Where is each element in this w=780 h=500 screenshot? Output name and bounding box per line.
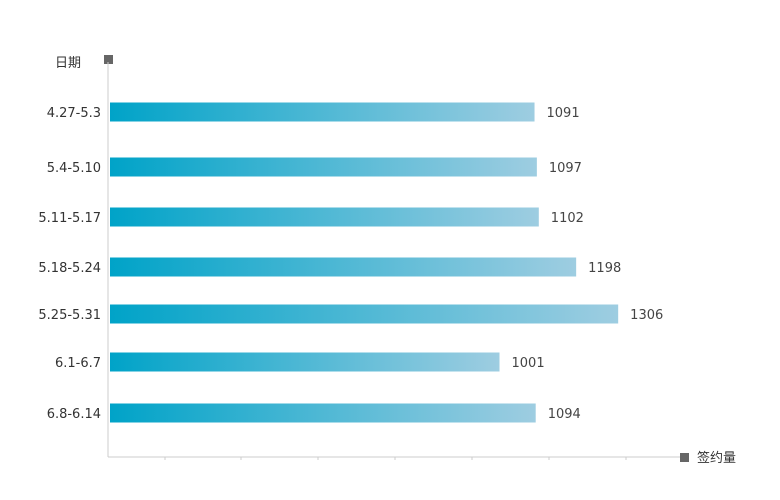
- value-label: 1198: [588, 261, 621, 276]
- value-label: 1091: [547, 106, 580, 121]
- y-axis-title: 日期: [55, 56, 81, 71]
- bar: [110, 403, 536, 423]
- category-label: 5.18-5.24: [38, 261, 101, 276]
- category-label: 5.11-5.17: [38, 211, 101, 226]
- category-label: 4.27-5.3: [47, 106, 101, 121]
- category-label: 5.4-5.10: [47, 161, 101, 176]
- y-axis-marker: [104, 55, 113, 64]
- x-axis-marker: [680, 453, 689, 462]
- bars-group: 4.27-5.3 1091 5.4-5.10 1097 5.11-5.17 1102 5.1…: [38, 102, 663, 423]
- x-axis-ticks: [164, 457, 627, 460]
- value-label: 1094: [548, 407, 581, 422]
- value-label: 1097: [549, 161, 582, 176]
- bar: [110, 102, 535, 122]
- bar: [110, 257, 577, 277]
- value-label: 1001: [512, 356, 545, 371]
- category-label: 6.8-6.14: [47, 407, 101, 422]
- x-axis-title: 签约量: [697, 450, 736, 466]
- bar: [110, 304, 619, 324]
- value-label: 1102: [551, 211, 584, 226]
- bar: [110, 157, 537, 177]
- category-label: 5.25-5.31: [38, 308, 101, 323]
- value-label: 1306: [630, 308, 663, 323]
- bar: [110, 207, 539, 227]
- category-label: 6.1-6.7: [55, 356, 101, 371]
- bar: [110, 352, 500, 372]
